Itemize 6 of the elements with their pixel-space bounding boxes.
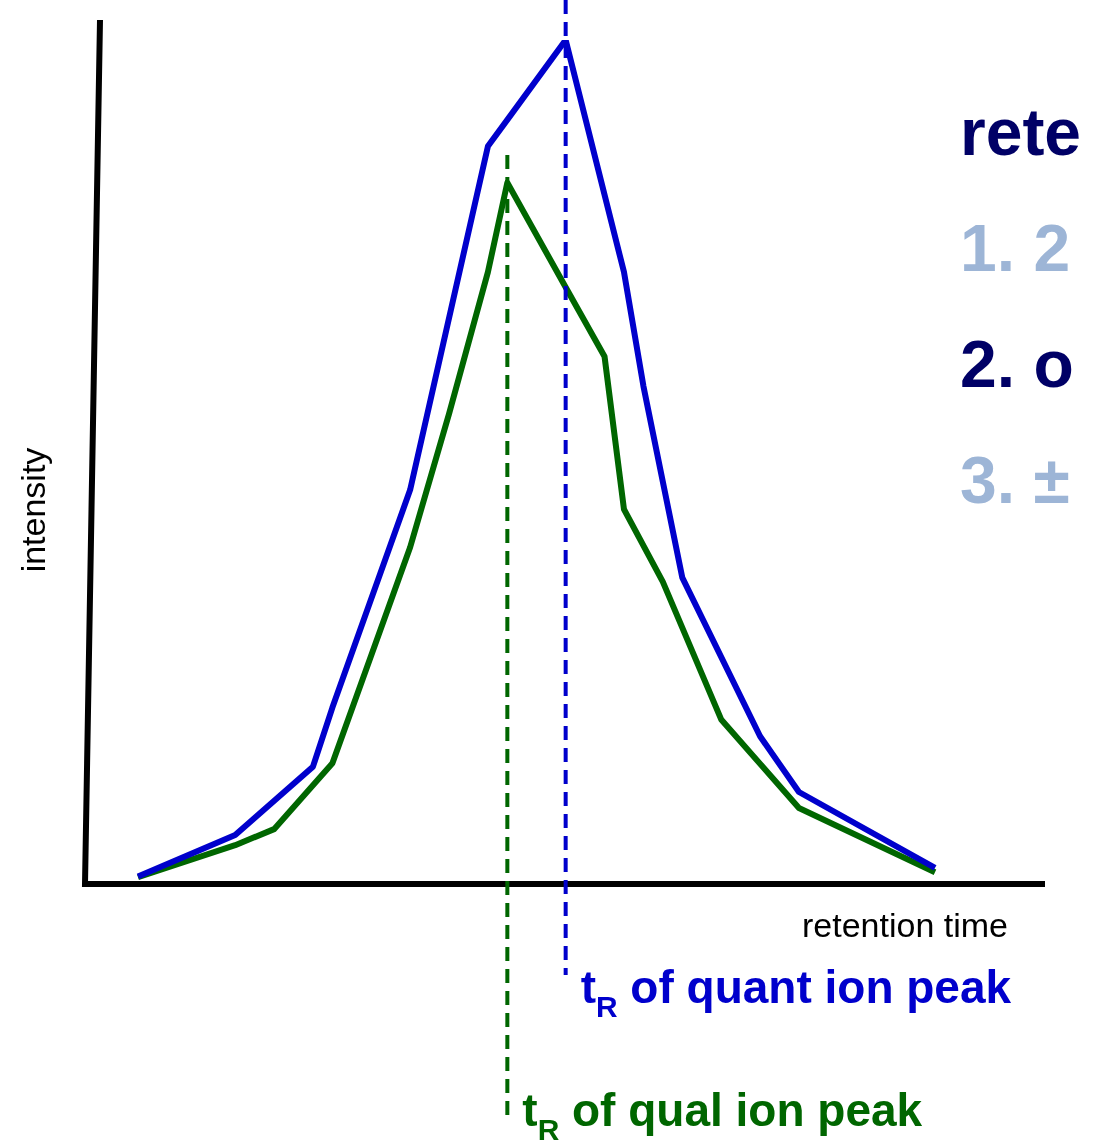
y-axis-title: intensity bbox=[14, 447, 52, 573]
text: 1. 2 bbox=[960, 211, 1071, 285]
x-axis-title: retention time bbox=[802, 906, 1008, 944]
text: rete bbox=[960, 95, 1082, 169]
text: 2. o bbox=[960, 327, 1074, 401]
text: 3. ± bbox=[960, 443, 1070, 517]
